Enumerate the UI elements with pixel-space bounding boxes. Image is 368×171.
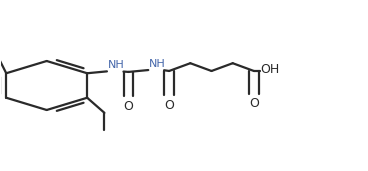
Text: O: O xyxy=(124,100,134,113)
Text: O: O xyxy=(249,97,259,110)
Text: NH: NH xyxy=(149,58,166,69)
Text: OH: OH xyxy=(261,63,280,76)
Text: NH: NH xyxy=(108,60,124,70)
Text: O: O xyxy=(164,99,174,112)
